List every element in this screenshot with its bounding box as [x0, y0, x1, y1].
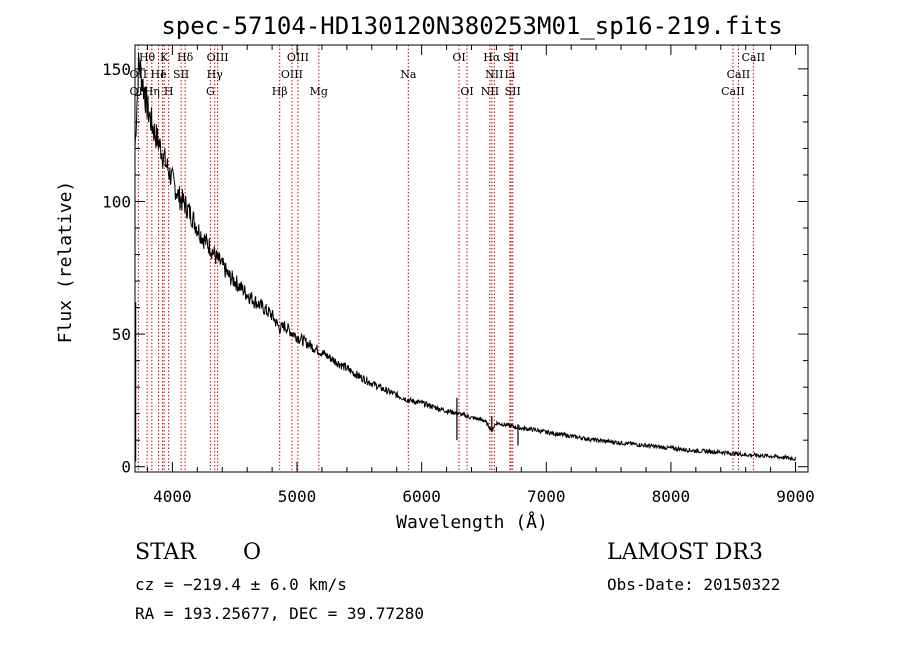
y-tick-label: 50: [112, 325, 131, 344]
object-class: STAR: [135, 540, 196, 565]
spectral-line-label: Hη: [144, 85, 160, 98]
x-tick-label: 9000: [776, 487, 815, 506]
spectral-line-label: CaII: [742, 51, 766, 64]
x-tick-label: 5000: [278, 487, 317, 506]
spectral-line-label: OIII: [287, 51, 309, 64]
spectral-line-label: SII: [503, 51, 519, 64]
spectral-line-label: Hβ: [272, 85, 288, 98]
spectral-line-label: NII: [485, 68, 503, 81]
spectral-line-label: OI: [460, 85, 473, 98]
object-subclass: O: [243, 540, 262, 565]
spectral-line-label: Hθ: [139, 51, 156, 64]
x-tick-label: 4000: [153, 487, 192, 506]
spectral-line-label: OIII: [281, 68, 303, 81]
sky-coordinates: RA = 193.25677, DEC = 39.77280: [135, 604, 424, 623]
x-axis-label: Wavelength (Å): [396, 511, 548, 533]
survey-name: LAMOST DR3: [607, 540, 763, 565]
spectral-line-label: Hγ: [207, 68, 224, 81]
spectral-line-label: G: [206, 85, 215, 98]
spectral-line-label: OI: [452, 51, 465, 64]
spectral-line-label: SII: [505, 85, 521, 98]
redshift-velocity: cz = −219.4 ± 6.0 km/s: [135, 575, 347, 594]
spectrum-line: [134, 53, 796, 462]
spectral-line-label: I: [160, 68, 164, 81]
axis-ticks: 4000 5000 6000 7000 8000 9000 0 50 100 150: [102, 45, 815, 506]
spectral-line-label: Li: [504, 68, 515, 81]
plot-frame: [134, 44, 809, 473]
spectral-line-label: Mg: [310, 85, 328, 98]
spectrum-series: [134, 53, 796, 462]
chart-title: spec-57104-HD130120N380253M01_sp16-219.f…: [161, 12, 782, 40]
x-tick-label: 6000: [402, 487, 441, 506]
spectral-line-label: K: [160, 51, 169, 64]
spectral-line-label: Na: [400, 68, 417, 81]
y-tick-label: 150: [102, 60, 131, 79]
spectral-line-label: Hα: [483, 51, 501, 64]
spectral-line-label: He: [151, 68, 167, 81]
observation-date: Obs-Date: 20150322: [607, 575, 781, 594]
y-axis-label: Flux (relative): [55, 181, 76, 344]
spectral-lines: [137, 45, 754, 472]
spectral-line-label: Hδ: [177, 51, 194, 64]
spectral-line-label: OIII: [207, 51, 229, 64]
x-tick-label: 7000: [527, 487, 566, 506]
spectral-line-label: SII: [173, 68, 189, 81]
y-tick-label: 100: [102, 192, 131, 211]
x-tick-label: 8000: [652, 487, 691, 506]
spectral-line-label: H: [164, 85, 174, 98]
spectral-line-label: CaII: [727, 68, 751, 81]
y-tick-label: 0: [121, 458, 131, 477]
spectral-line-label: CaII: [721, 85, 745, 98]
spectral-line-label: NII: [481, 85, 499, 98]
